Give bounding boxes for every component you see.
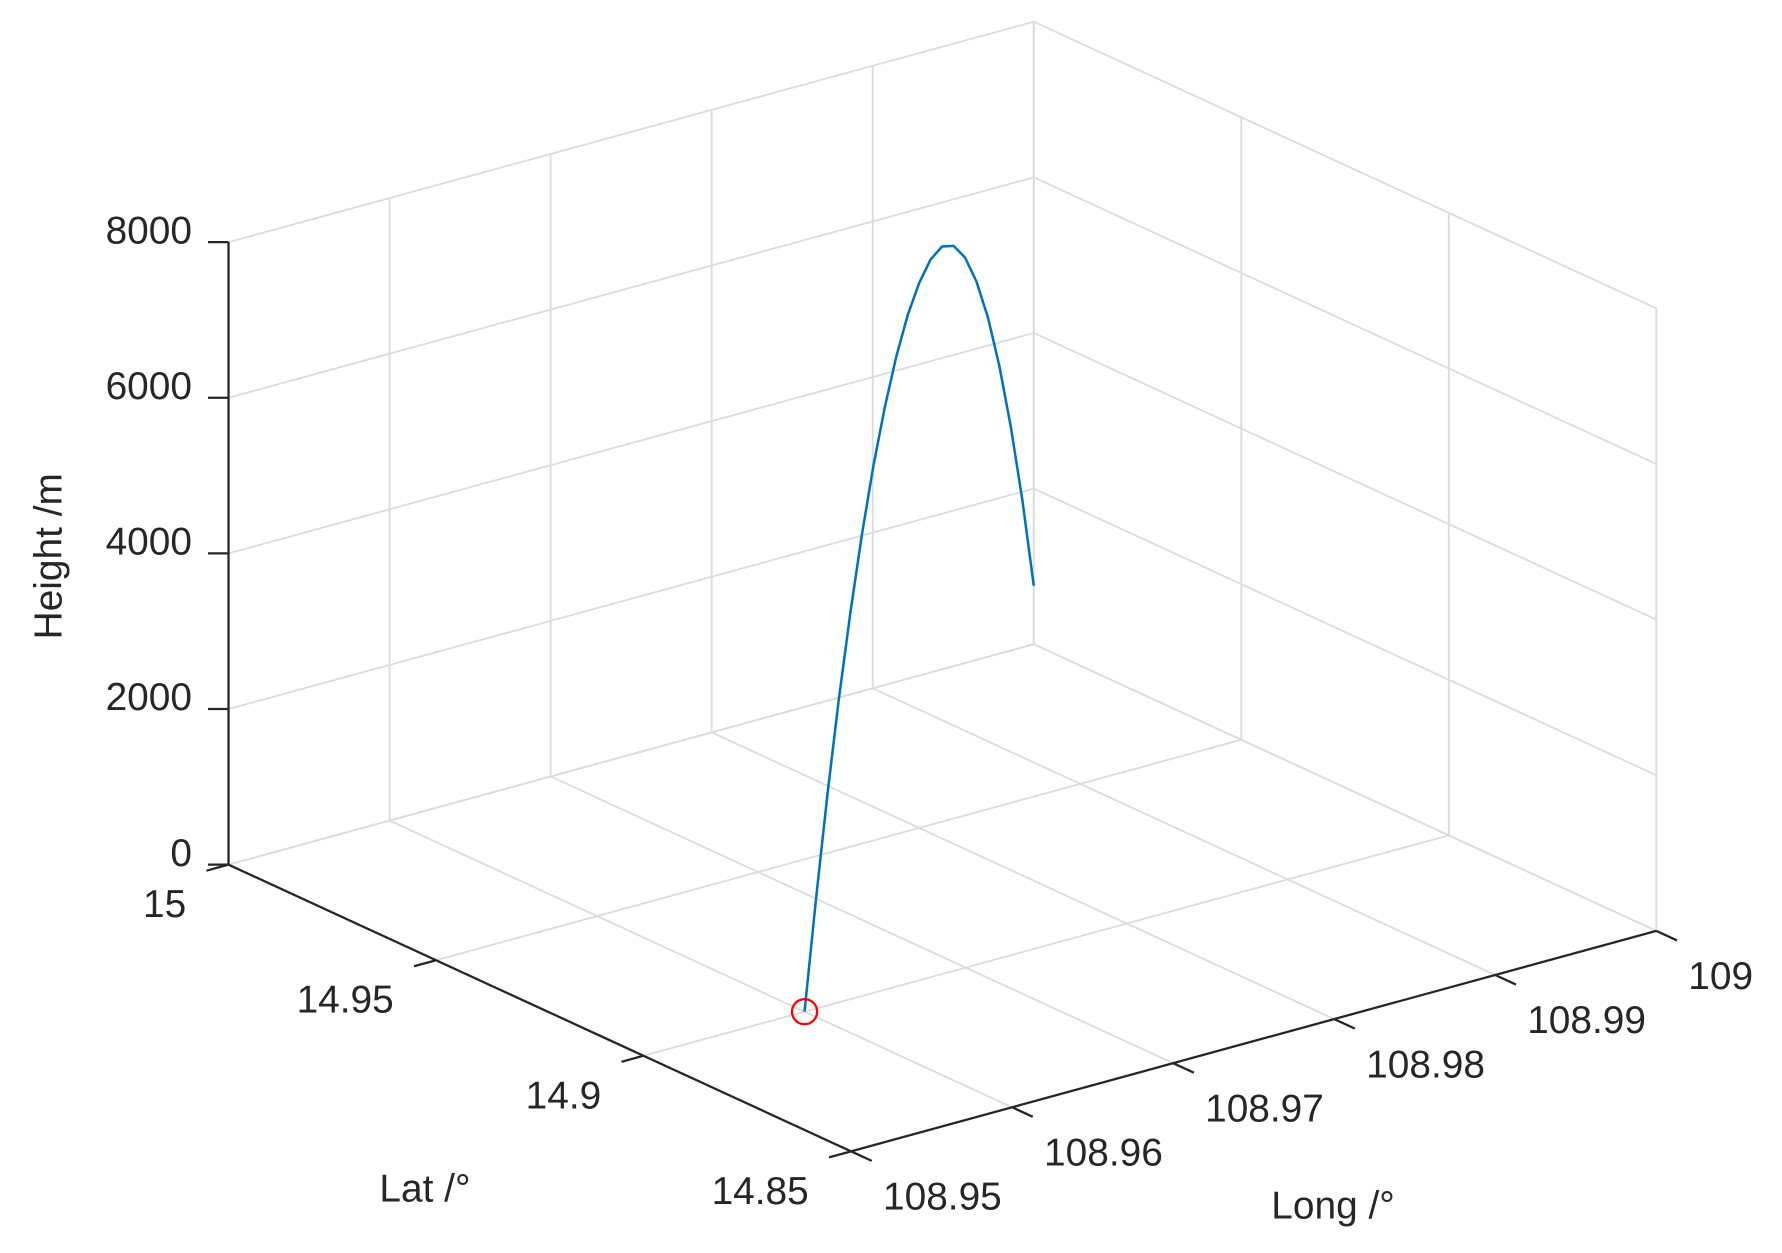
- y-tick-label: 14.9: [526, 1074, 602, 1117]
- grid-line: [228, 487, 1035, 710]
- grid-line: [643, 834, 1450, 1057]
- grid-line: [389, 819, 1013, 1109]
- x-axis-label: Long /°: [1271, 1185, 1394, 1228]
- z-tick-label: 8000: [106, 209, 192, 252]
- x-axis: [850, 929, 1657, 1153]
- grid-line: [228, 176, 1035, 399]
- z-tick-label: 6000: [106, 365, 192, 408]
- x-tick-label: 108.95: [883, 1176, 1002, 1219]
- z-axis-label: Height /m: [28, 473, 71, 639]
- y-axis: [228, 863, 852, 1153]
- x-tick-label: 108.98: [1366, 1043, 1485, 1086]
- y-tick: [621, 1054, 644, 1063]
- x-tick: [1494, 973, 1517, 986]
- grid-line: [1033, 487, 1657, 777]
- grid-line: [550, 775, 1174, 1064]
- x-tick: [850, 1150, 873, 1162]
- x-tick: [1011, 1106, 1034, 1118]
- z-tick-label: 0: [170, 832, 192, 875]
- grid-line: [228, 643, 1035, 866]
- grid-line: [872, 687, 1496, 976]
- grid-line: [435, 738, 1242, 962]
- start-marker: [790, 997, 819, 1026]
- grid-line: [228, 20, 1035, 244]
- y-tick-label: 14.85: [712, 1170, 809, 1213]
- x-tick-label: 108.99: [1527, 999, 1646, 1042]
- grid-line: [1033, 332, 1657, 621]
- trajectory-line: [803, 244, 1036, 1012]
- x-tick: [1333, 1018, 1356, 1030]
- y-axis-label: Lat /°: [379, 1168, 470, 1211]
- x-tick: [1655, 929, 1678, 942]
- y-tick-label: 14.95: [297, 979, 394, 1022]
- grid-line: [1033, 20, 1657, 310]
- grid-line: [1033, 643, 1657, 932]
- x-tick-label: 108.97: [1205, 1087, 1324, 1130]
- y-tick: [413, 959, 437, 968]
- x-tick-label: 109: [1688, 955, 1753, 998]
- x-tick: [1172, 1062, 1195, 1074]
- x-tick-label: 108.96: [1044, 1131, 1163, 1174]
- grid-line: [1033, 176, 1657, 465]
- grid-line: [228, 332, 1035, 555]
- y-tick: [828, 1150, 852, 1159]
- y-tick-label: 15: [143, 883, 186, 926]
- z-tick-label: 4000: [106, 521, 192, 564]
- z-tick-label: 2000: [106, 676, 192, 719]
- grid-line: [711, 731, 1335, 1020]
